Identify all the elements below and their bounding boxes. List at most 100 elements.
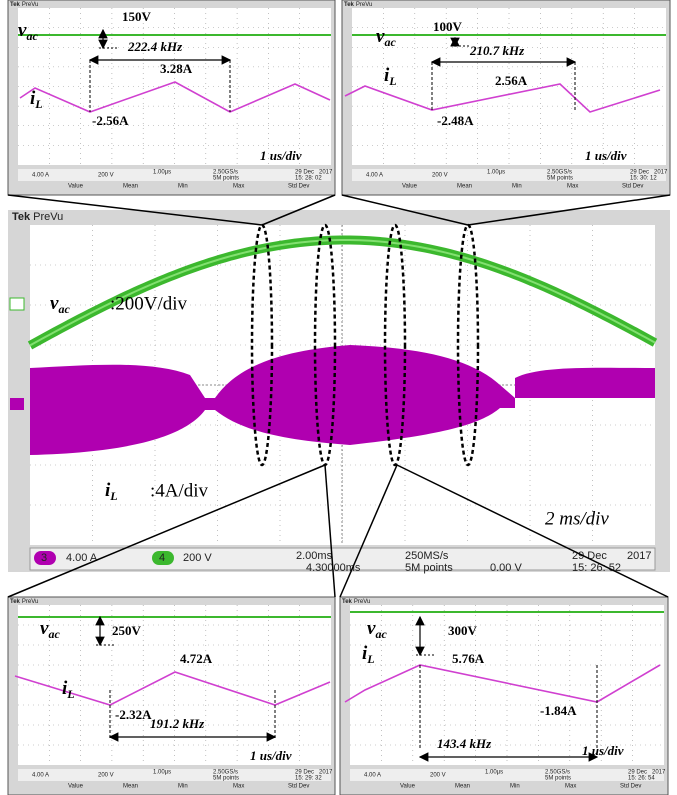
il-scale: :4A/div: [150, 480, 209, 501]
brand: Tek: [12, 211, 31, 223]
subscript: L: [109, 489, 117, 503]
ch4-scale: 200 V: [98, 773, 114, 779]
inset-screen: [18, 8, 331, 165]
voltage-ripple: 150V: [122, 9, 152, 24]
horizontal-scale: 1.00µs: [485, 770, 503, 776]
peak-current: 3.28A: [160, 61, 193, 76]
measure-header: Value: [402, 184, 418, 190]
voltage-ripple: 250V: [112, 623, 142, 638]
ch4-marker: [10, 298, 24, 310]
subscript: ac: [58, 302, 70, 316]
time: 15: 28: 02: [295, 176, 322, 182]
measure-header: Mean: [457, 184, 472, 190]
brand: Tek: [342, 599, 353, 605]
measure-header: Value: [68, 784, 84, 790]
subscript: ac: [384, 35, 396, 49]
valley-current: -2.56A: [92, 113, 129, 128]
subscript: L: [34, 97, 42, 111]
measure-header: Max: [233, 784, 244, 790]
timebase: 1 us/div: [260, 148, 302, 163]
record-length: 5M points: [405, 562, 453, 574]
year: 2017: [627, 550, 651, 562]
date: 29 Dec: [572, 550, 607, 562]
measure-header: Std Dev: [622, 184, 643, 190]
ch4-scale: 200 V: [183, 552, 212, 564]
timebase: 1 us/div: [250, 748, 292, 763]
ch4-scale: 200 V: [98, 173, 114, 179]
mode: PreVu: [22, 599, 38, 605]
figure: TekPreVuvac:200V/diviL:4A/div2 ms/div34.…: [0, 0, 677, 795]
measure-header: Min: [510, 784, 520, 790]
subscript: ac: [375, 627, 387, 641]
measure-header: Mean: [123, 184, 138, 190]
switching-frequency: 191.2 kHz: [150, 716, 205, 731]
mode: PreVu: [354, 599, 370, 605]
mode: PreVu: [22, 2, 38, 8]
inset-header: TekPreVu: [344, 2, 372, 8]
trigger-level: 0.00 V: [490, 562, 522, 574]
time: 15: 30: 12: [630, 176, 657, 182]
valley-current: -1.84A: [540, 703, 577, 718]
record-length: 5M points: [213, 776, 239, 782]
ch3-scale: 4.00 A: [32, 773, 49, 779]
measure-header: Std Dev: [288, 184, 309, 190]
inset-status: [352, 169, 666, 181]
inset-header: TekPreVu: [10, 2, 38, 8]
record-length: 5M points: [545, 776, 571, 782]
brand: Tek: [10, 599, 21, 605]
subscript: ac: [26, 29, 38, 43]
ch3-scale: 4.00 A: [32, 173, 49, 179]
horizontal-scale: 1.00µs: [153, 770, 171, 776]
measure-header: Mean: [123, 784, 138, 790]
valley-current: -2.32A: [115, 707, 152, 722]
inset-status: [18, 169, 331, 181]
vac-scale: :200V/div: [110, 293, 188, 314]
measure-header: Mean: [455, 784, 470, 790]
inset-status: [350, 769, 664, 781]
measure-header: Min: [178, 184, 188, 190]
ch3-number: 3: [41, 552, 47, 564]
timebase: 1 us/div: [585, 148, 627, 163]
measure-header: Std Dev: [620, 784, 641, 790]
ch4-number: 4: [159, 552, 165, 564]
switching-frequency: 222.4 kHz: [127, 39, 183, 54]
horizontal-scale: 1.00µs: [487, 170, 505, 176]
measure-header: Max: [233, 184, 244, 190]
measure-header: Max: [567, 184, 578, 190]
measure-header: Min: [178, 784, 188, 790]
time: 15: 26: 52: [572, 562, 621, 574]
timebase: 1 us/div: [582, 743, 624, 758]
time: 15: 26: 54: [628, 776, 655, 782]
measure-header: Min: [512, 184, 522, 190]
horizontal-scale: 2.00ms: [296, 550, 333, 562]
horizontal-scale: 1.00µs: [153, 170, 171, 176]
voltage-ripple: 100V: [433, 19, 463, 34]
subscript: L: [388, 74, 396, 88]
mode: PreVu: [356, 2, 372, 8]
inset-status: [18, 769, 331, 781]
time: 15: 29: 32: [295, 776, 322, 782]
measure-header: Value: [68, 184, 84, 190]
sample-rate: 250MS/s: [405, 550, 449, 562]
ch4-scale: 200 V: [430, 773, 446, 779]
ch4-scale: 200 V: [432, 173, 448, 179]
record-length: 5M points: [213, 176, 239, 182]
ch3-marker: [10, 398, 24, 410]
subscript: L: [366, 652, 374, 666]
measure-header: Value: [400, 784, 416, 790]
switching-frequency: 143.4 kHz: [437, 736, 492, 751]
peak-current: 2.56A: [495, 73, 528, 88]
mode: PreVu: [33, 211, 63, 223]
timebase: 2 ms/div: [545, 508, 609, 529]
valley-current: -2.48A: [437, 113, 474, 128]
switching-frequency: 210.7 kHz: [469, 43, 525, 58]
voltage-ripple: 300V: [448, 623, 478, 638]
peak-current: 4.72A: [180, 651, 213, 666]
brand: Tek: [10, 2, 21, 8]
record-length: 5M points: [547, 176, 573, 182]
subscript: ac: [48, 627, 60, 641]
measure-header: Max: [565, 784, 576, 790]
